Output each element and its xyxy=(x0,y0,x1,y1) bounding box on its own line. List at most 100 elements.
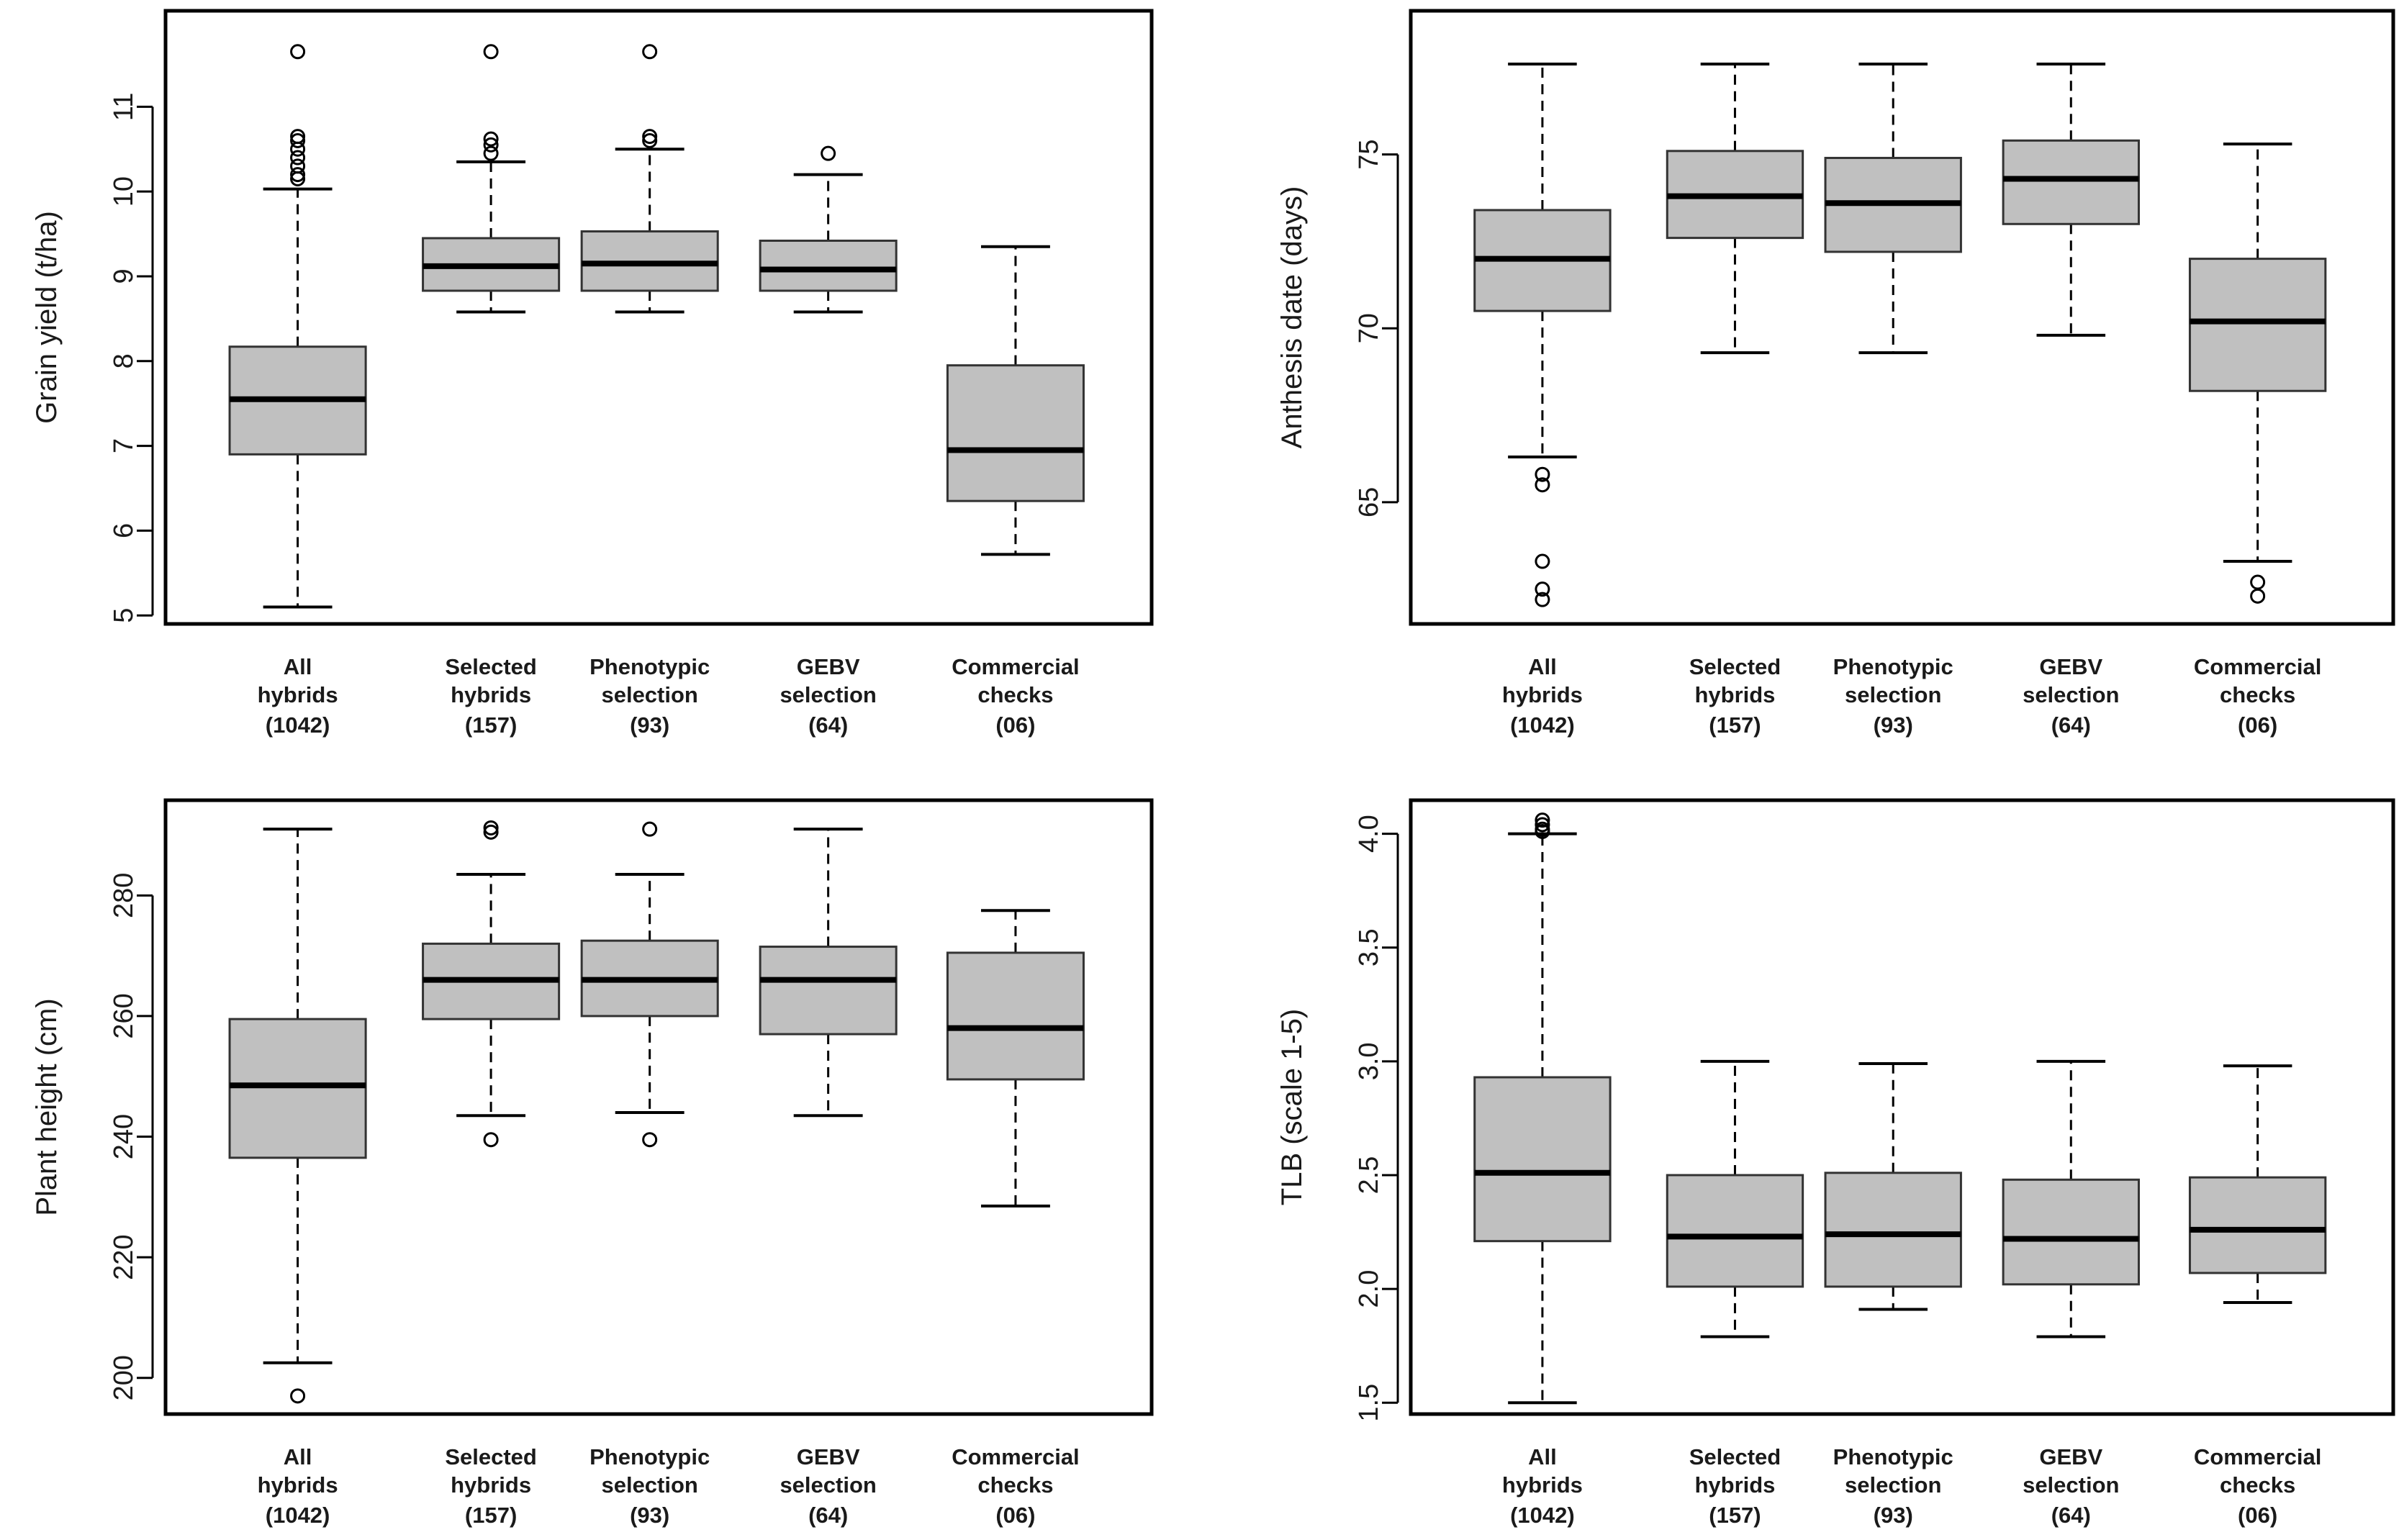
plant-height-category-label: Phenotypic selection (93) xyxy=(589,1444,710,1528)
outlier-point xyxy=(1535,466,1550,482)
outlier-point xyxy=(821,145,836,161)
plant-height-category-label: Commercial checks (06) xyxy=(952,1444,1079,1528)
plant-height-y-tick-label: 240 xyxy=(109,1114,139,1159)
iqr-box xyxy=(2188,258,2327,392)
grain-yield-box-5 xyxy=(946,245,1085,556)
grain-yield-y-tick-label: 8 xyxy=(109,353,139,368)
plant-height-y-axis-title: Plant height (cm) xyxy=(31,998,63,1215)
tlb-category-label: All hybrids (1042) xyxy=(1502,1444,1583,1528)
tlb-y-tick-label: 4.0 xyxy=(1354,815,1384,853)
category-count: (06) xyxy=(2238,712,2277,738)
anthesis-date-plot-frame xyxy=(1409,9,2395,626)
category-name-line: Selected xyxy=(445,1444,537,1469)
category-name-line: selection xyxy=(601,1472,697,1498)
outlier-point xyxy=(483,44,499,60)
outlier-point xyxy=(1535,553,1550,569)
anthesis-date-category-label: Commercial checks (06) xyxy=(2194,654,2321,738)
iqr-box xyxy=(2002,1178,2140,1286)
outlier-point xyxy=(483,137,499,153)
outlier-point xyxy=(290,150,306,166)
category-name-line: hybrids xyxy=(1502,682,1583,707)
tlb-category-label: Phenotypic selection (93) xyxy=(1833,1444,1953,1528)
grain-yield-y-tick-label: 10 xyxy=(109,176,139,207)
outlier-point xyxy=(290,129,306,145)
tlb-box-3 xyxy=(1824,1062,1962,1311)
grain-yield-category-label: Selected hybrids (157) xyxy=(445,654,537,738)
category-count: (64) xyxy=(808,1503,848,1528)
anthesis-date-box-5 xyxy=(2188,142,2327,604)
outlier-point xyxy=(483,1132,499,1148)
category-name-line: checks xyxy=(2220,682,2295,707)
tlb-box-4 xyxy=(2002,1059,2140,1339)
plant-height-box-5 xyxy=(946,909,1085,1208)
category-name-line: hybrids xyxy=(1502,1472,1583,1498)
category-count: (64) xyxy=(808,712,848,738)
category-name-line: selection xyxy=(780,1472,876,1498)
category-count: (06) xyxy=(2238,1503,2277,1528)
category-name-line: Phenotypic xyxy=(589,1444,710,1469)
iqr-box xyxy=(2002,139,2140,225)
category-name-line: Commercial xyxy=(2194,654,2321,679)
grain-yield-category-label: GEBV selection (64) xyxy=(780,654,876,738)
grain-yield-y-tick-label: 11 xyxy=(109,93,139,121)
category-name-line: Phenotypic xyxy=(1833,654,1953,679)
category-name-line: hybrids xyxy=(1694,1472,1775,1498)
category-count: (93) xyxy=(630,712,669,738)
tlb-y-tick-label: 3.5 xyxy=(1354,928,1384,966)
plant-height-box-3 xyxy=(580,821,719,1148)
plant-height-box-2 xyxy=(422,820,561,1148)
category-count: (1042) xyxy=(266,1503,330,1528)
plant-height-box-1 xyxy=(228,828,367,1404)
iqr-box xyxy=(1666,1174,1804,1288)
anthesis-date-y-axis-title: Anthesis date (days) xyxy=(1276,186,1308,449)
anthesis-date-category-label: Phenotypic selection (93) xyxy=(1833,654,1953,738)
category-name-line: Phenotypic xyxy=(589,654,710,679)
outlier-point xyxy=(290,132,306,148)
category-count: (93) xyxy=(630,1503,669,1528)
category-name-line: selection xyxy=(2023,1472,2119,1498)
plant-height-y-tick-label: 280 xyxy=(109,873,139,918)
category-name-line: hybrids xyxy=(258,682,338,707)
category-name-line: selection xyxy=(2023,682,2119,707)
iqr-box xyxy=(759,946,898,1036)
grain-yield-panel: 5 6 7 8 9 10 11 Grain yield (t/ha) All hybrids (10… xyxy=(31,9,1154,738)
iqr-box xyxy=(946,951,1085,1081)
outlier-point xyxy=(1535,812,1550,828)
category-name-line: GEBV xyxy=(2039,1444,2102,1469)
anthesis-date-panel: 65 70 75 Anthesis date (days) All hybrids (104… xyxy=(1276,9,2395,738)
tlb-box-5 xyxy=(2188,1064,2327,1305)
category-name-line: selection xyxy=(780,682,876,707)
grain-yield-box-2 xyxy=(422,44,561,314)
plant-height-category-label: GEBV selection (64) xyxy=(780,1444,876,1528)
tlb-y-tick-label: 2.0 xyxy=(1354,1270,1384,1308)
plant-height-y-tick-label: 220 xyxy=(109,1234,139,1279)
category-name-line: hybrids xyxy=(451,682,531,707)
category-name-line: Phenotypic xyxy=(1833,1444,1953,1469)
anthesis-date-y-tick-label: 70 xyxy=(1354,313,1384,343)
category-name-line: selection xyxy=(1845,682,1941,707)
outlier-point xyxy=(290,44,306,60)
category-name-line: hybrids xyxy=(258,1472,338,1498)
category-count: (06) xyxy=(995,712,1035,738)
anthesis-date-box-3 xyxy=(1824,62,1962,355)
anthesis-date-box-4 xyxy=(2002,62,2140,337)
category-name-line: All xyxy=(1528,1444,1557,1469)
outlier-point xyxy=(642,132,658,148)
category-name-line: Selected xyxy=(1689,1444,1781,1469)
outlier-point xyxy=(642,129,658,145)
outlier-point xyxy=(1535,821,1550,837)
grain-yield-plot-frame xyxy=(163,9,1154,626)
category-count: (157) xyxy=(465,1503,517,1528)
category-name-line: checks xyxy=(977,1472,1053,1498)
category-count: (1042) xyxy=(1510,1503,1575,1528)
category-name-line: selection xyxy=(1845,1472,1941,1498)
category-count: (157) xyxy=(465,712,517,738)
anthesis-date-category-label: Selected hybrids (157) xyxy=(1689,654,1781,738)
outlier-point xyxy=(290,158,306,174)
outlier-point xyxy=(290,1388,306,1404)
category-count: (1042) xyxy=(1510,712,1575,738)
category-count: (64) xyxy=(2051,1503,2091,1528)
grain-yield-y-tick-label: 5 xyxy=(109,608,139,623)
tlb-panel: 1.5 2.0 2.5 3.0 3.5 4.0 TLB (scale 1-5) All hybr… xyxy=(1276,798,2395,1528)
iqr-box xyxy=(228,1018,367,1159)
